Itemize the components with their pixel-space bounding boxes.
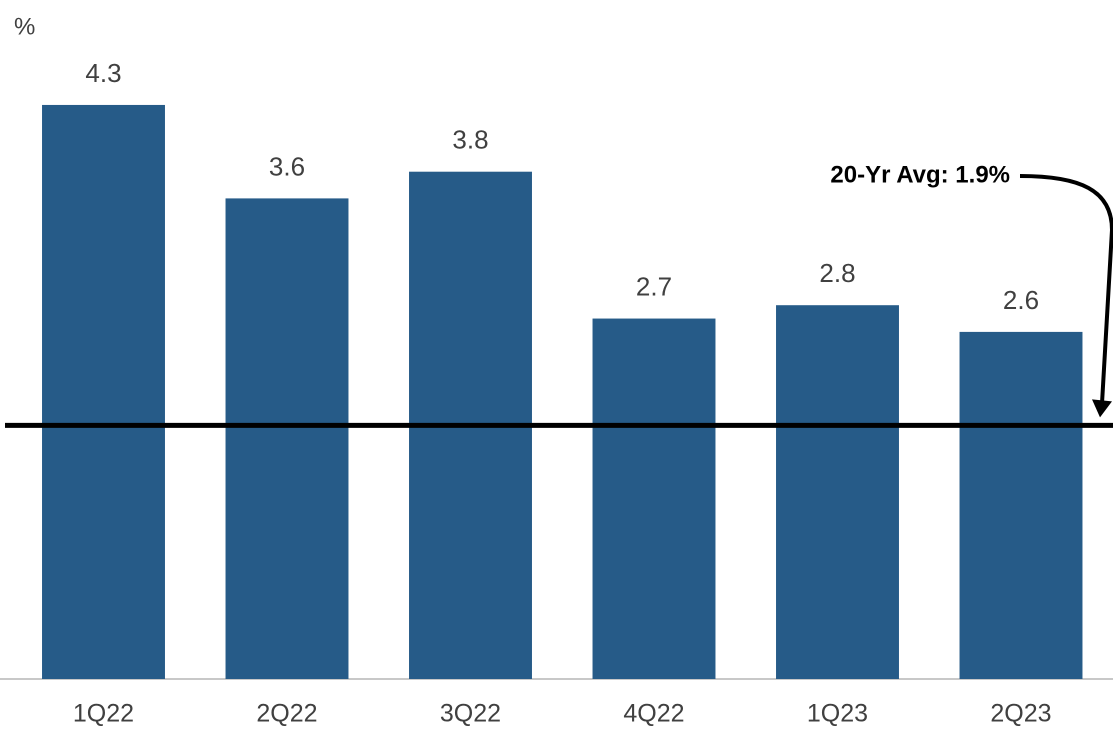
bar [42,104,165,679]
annotation-arrow [1019,174,1113,404]
y-axis-label: % [14,13,35,40]
arrow-head [1092,399,1112,418]
x-tick-label: 3Q22 [440,700,501,728]
x-tick-label: 4Q22 [623,700,684,728]
x-tick-label: 2Q22 [256,700,317,728]
x-tick-label: 1Q23 [807,700,868,728]
bar [959,331,1083,679]
value-label: 2.8 [819,258,855,288]
x-tick-label: 1Q22 [73,700,134,728]
value-label: 3.6 [269,151,305,181]
value-label: 3.8 [452,125,488,155]
reference-label: 20-Yr Avg: 1.9% [830,161,1010,188]
x-tick-label: 2Q23 [990,700,1051,728]
value-label: 2.7 [636,271,672,301]
bar [592,318,716,679]
value-label: 2.6 [1003,285,1039,315]
bar [776,305,899,679]
value-label: 4.3 [85,58,121,88]
bar [225,198,349,679]
